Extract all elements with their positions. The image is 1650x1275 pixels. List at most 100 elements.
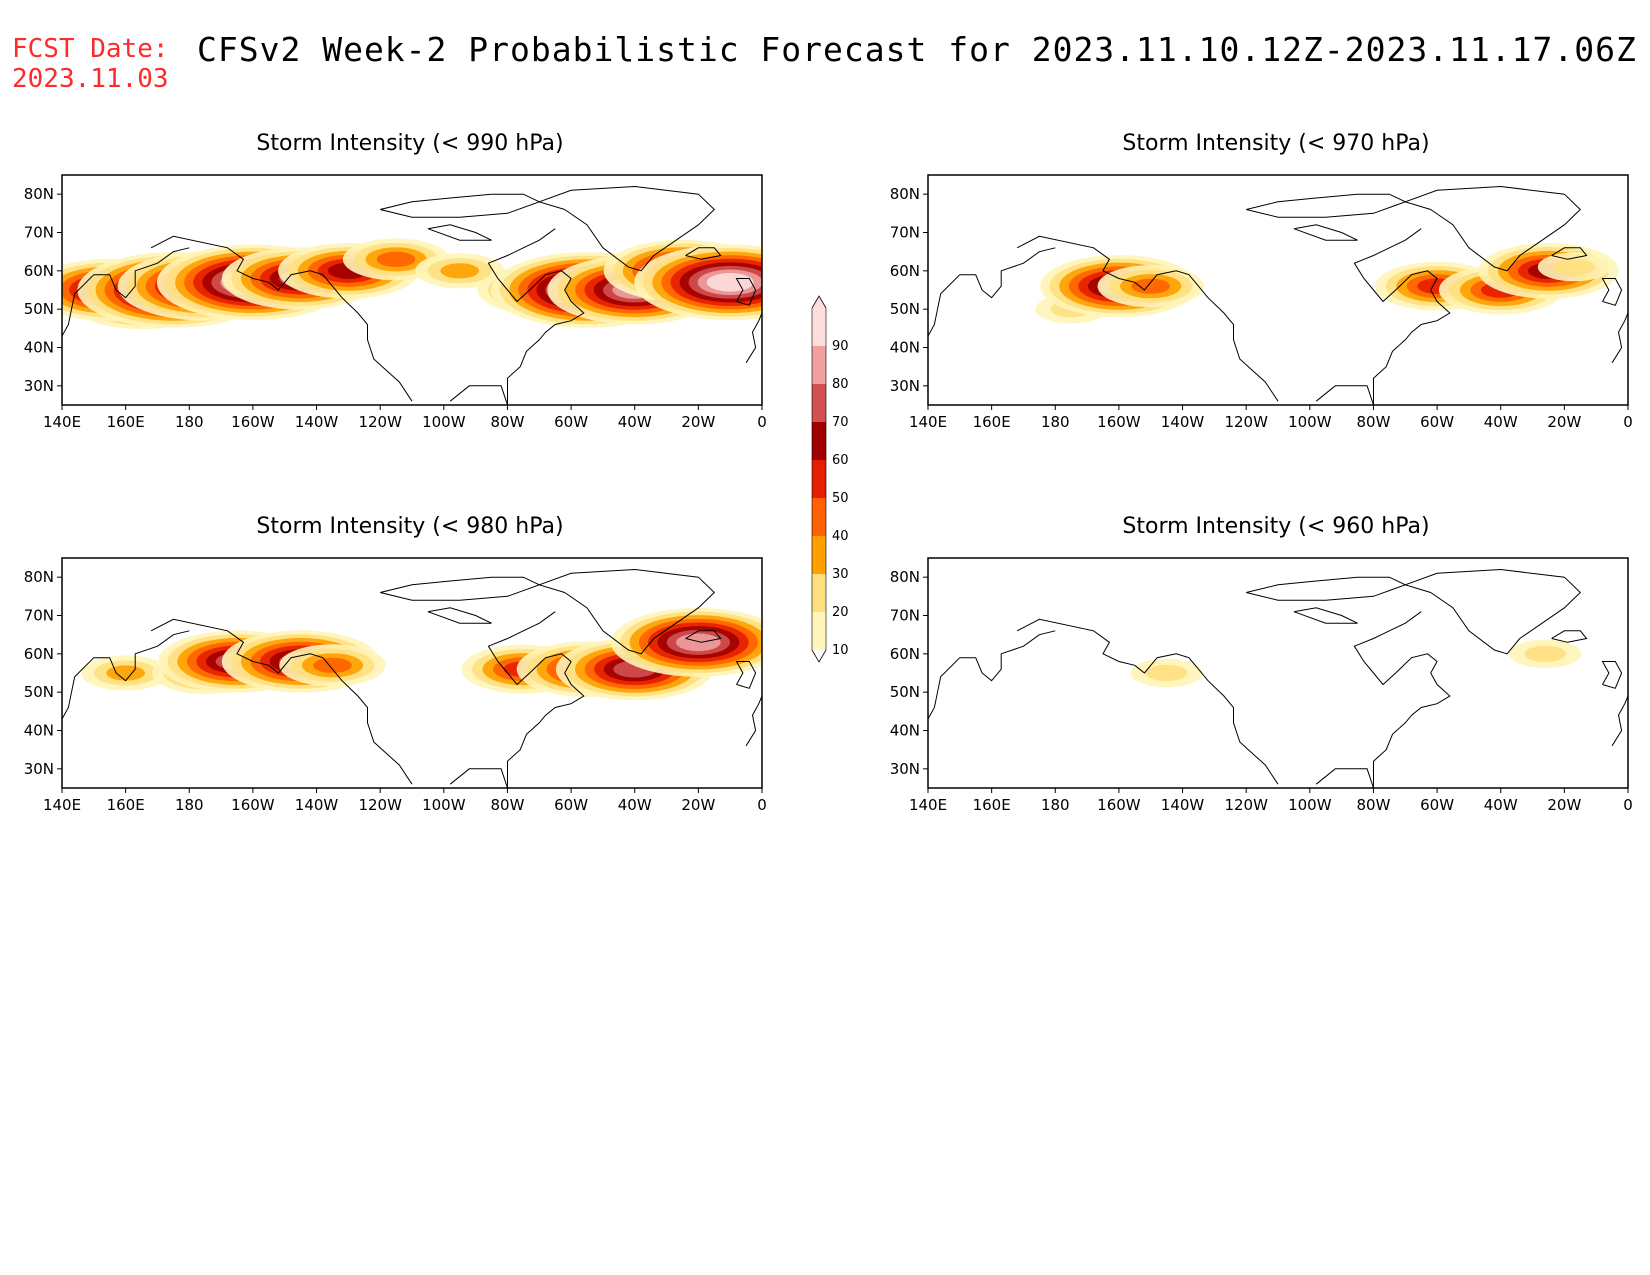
- lat-tick-label: 30N: [24, 377, 54, 395]
- map-960: 140E 160E 180 160W 140W 120W 100W 80W 60W 40W 20W 0…: [890, 557, 1633, 814]
- lat-tick-label: 80N: [24, 568, 54, 586]
- lon-tick-label: 160W: [231, 413, 275, 431]
- lat-tick-label: 70N: [24, 224, 54, 242]
- colorbar-label: 20: [832, 605, 849, 620]
- lon-tick-label: 80W: [490, 413, 524, 431]
- coastline: [1551, 630, 1588, 643]
- lon-tick-label: 160E: [107, 413, 145, 431]
- lat-tick-label: 40N: [890, 722, 920, 740]
- forecast-date-value: 2023.11.03: [12, 64, 169, 94]
- lon-tick-label: 160E: [973, 413, 1011, 431]
- lon-tick-label: 60W: [1420, 796, 1454, 814]
- lon-tick-label: 160E: [973, 796, 1011, 814]
- lat-tick-label: 40N: [24, 339, 54, 357]
- colorbar-label: 30: [832, 567, 849, 582]
- lon-tick-label: 160W: [1097, 796, 1141, 814]
- colorbar-label: 80: [832, 377, 849, 392]
- probability-blob: [1145, 664, 1188, 682]
- map-panel-970: Storm Intensity (< 970 hPa) 140E 160E 180 1…: [866, 125, 1650, 435]
- lat-tick-label: 80N: [24, 185, 54, 203]
- map-970: 140E 160E 180 160W 140W 120W 100W 80W 60W 40W 20W 0…: [890, 174, 1633, 431]
- probability-blob: [1131, 278, 1171, 294]
- colorbar-label: 10: [832, 643, 849, 658]
- lat-tick-label: 80N: [890, 185, 920, 203]
- coastline: [1315, 611, 1451, 788]
- colorbar-label: 60: [832, 453, 849, 468]
- coastline: [62, 247, 190, 337]
- coastline: [928, 630, 1056, 720]
- map-panel-960: Storm Intensity (< 960 hPa) 140E 160E 180 1…: [866, 508, 1650, 818]
- coastline: [1551, 247, 1588, 260]
- coastline: [685, 630, 722, 643]
- colorbar-segment: [812, 346, 826, 384]
- lon-tick-label: 40W: [1484, 796, 1518, 814]
- map-panel-990: Storm Intensity (< 990 hPa) 140E 160E 180 1…: [0, 125, 780, 435]
- lon-tick-label: 120W: [358, 413, 402, 431]
- coastline: [1246, 576, 1407, 601]
- lat-tick-label: 70N: [890, 607, 920, 625]
- lon-tick-label: 80W: [490, 796, 524, 814]
- lon-tick-label: 160W: [1097, 413, 1141, 431]
- probability-blob: [675, 633, 721, 652]
- lat-tick-label: 40N: [890, 339, 920, 357]
- lon-tick-label: 80W: [1356, 796, 1390, 814]
- lon-tick-label: 100W: [422, 796, 466, 814]
- lon-tick-label: 100W: [422, 413, 466, 431]
- colorbar-segment: [812, 574, 826, 612]
- lon-tick-label: 0: [1623, 796, 1633, 814]
- panel-title-960: Storm Intensity (< 960 hPa): [1122, 514, 1430, 539]
- coastline: [1315, 228, 1451, 405]
- lon-tick-label: 40W: [618, 796, 652, 814]
- coastline: [1016, 618, 1279, 785]
- lat-tick-label: 50N: [890, 683, 920, 701]
- lat-tick-label: 60N: [24, 262, 54, 280]
- lon-tick-label: 160E: [107, 796, 145, 814]
- coastline: [537, 185, 716, 272]
- coastline: [685, 247, 722, 260]
- colorbar-label: 50: [832, 491, 849, 506]
- panel-title-970: Storm Intensity (< 970 hPa): [1122, 131, 1430, 156]
- lon-tick-label: 180: [1041, 413, 1070, 431]
- lat-tick-label: 60N: [890, 262, 920, 280]
- coastline: [1611, 695, 1628, 747]
- lon-tick-label: 180: [1041, 796, 1070, 814]
- lon-tick-label: 20W: [681, 413, 715, 431]
- coastline: [735, 661, 757, 689]
- lat-tick-label: 50N: [24, 300, 54, 318]
- coastline: [1601, 278, 1623, 306]
- lon-tick-label: 140E: [909, 796, 947, 814]
- lon-tick-label: 40W: [1484, 413, 1518, 431]
- lon-tick-label: 120W: [358, 796, 402, 814]
- probability-blob: [376, 251, 416, 267]
- lon-tick-label: 140W: [295, 413, 339, 431]
- probability-blob: [706, 273, 754, 292]
- lon-tick-label: 0: [757, 796, 767, 814]
- colorbar-label: 40: [832, 529, 849, 544]
- coastline: [449, 611, 585, 788]
- map-frame: [61, 174, 763, 406]
- lat-tick-label: 60N: [24, 645, 54, 663]
- lat-tick-label: 70N: [24, 607, 54, 625]
- probability-colorbar: 10 20 30 40 50 60 70 80 90: [811, 295, 849, 663]
- lon-tick-label: 20W: [1547, 413, 1581, 431]
- lon-tick-label: 0: [1623, 413, 1633, 431]
- probability-blob: [440, 263, 480, 279]
- coastline: [150, 618, 413, 785]
- panel-title-990: Storm Intensity (< 990 hPa): [256, 131, 564, 156]
- map-980: 140E 160E 180 160W 140W 120W 100W 80W 60W 40W 20W 0…: [24, 557, 767, 814]
- forecast-date-block: FCST Date: 2023.11.03: [12, 34, 169, 94]
- colorbar-segment: [812, 536, 826, 574]
- lon-tick-label: 140E: [43, 796, 81, 814]
- lat-tick-label: 50N: [890, 300, 920, 318]
- map-990: 140E 160E 180 160W 140W 120W 100W 80W 60W 40W 20W 0…: [24, 174, 767, 431]
- coastline: [62, 630, 190, 720]
- map-frame: [61, 557, 763, 789]
- lat-tick-label: 60N: [890, 645, 920, 663]
- lat-tick-label: 40N: [24, 722, 54, 740]
- lat-tick-label: 50N: [24, 683, 54, 701]
- page-title: CFSv2 Week-2 Probabilistic Forecast for …: [197, 30, 1637, 69]
- coastline: [1293, 224, 1358, 241]
- colorbar-segment: [812, 308, 826, 346]
- colorbar-segment: [812, 460, 826, 498]
- coastline: [1601, 661, 1623, 689]
